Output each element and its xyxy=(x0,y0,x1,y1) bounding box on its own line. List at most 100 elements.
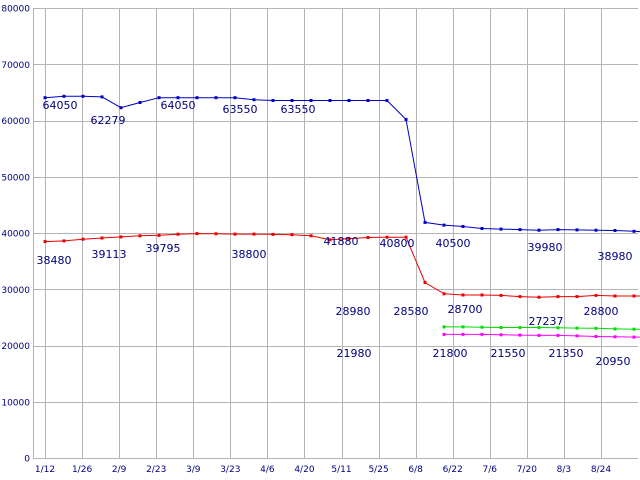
data-point-value-label: 39795 xyxy=(146,242,181,255)
data-point-value-label: 27237 xyxy=(529,315,564,328)
data-point-marker xyxy=(328,99,332,102)
data-point-marker xyxy=(138,234,142,238)
data-point-value-label: 38980 xyxy=(598,250,633,263)
x-axis-tick-label: 2/9 xyxy=(112,465,127,475)
data-series-layer xyxy=(43,94,640,339)
x-axis-tick-label: 5/25 xyxy=(368,465,388,475)
data-point-marker xyxy=(594,326,598,330)
y-axis-tick-label: 40000 xyxy=(1,230,30,240)
data-point-marker xyxy=(290,99,294,102)
x-axis-tick-label: 1/26 xyxy=(72,465,92,475)
data-point-value-label: 20950 xyxy=(596,355,631,368)
data-point-marker xyxy=(537,295,541,299)
data-point-marker xyxy=(290,233,294,237)
data-point-marker xyxy=(594,293,598,297)
data-point-marker xyxy=(157,233,161,237)
x-axis-tick-labels: 1/12 1/26 2/9 2/23 3/9 3/23 4/6 4/20 5/11 5/25 6/8… xyxy=(35,465,611,475)
data-point-marker xyxy=(518,326,522,329)
y-axis-tick-label: 70000 xyxy=(1,61,30,71)
data-point-value-label: 21550 xyxy=(491,347,526,360)
data-point-labels: 64050 62279 64050 63550 63550 41880 40800 40500… xyxy=(37,99,633,368)
data-point-marker xyxy=(613,327,617,331)
x-axis-tick-label: 7/20 xyxy=(517,465,537,475)
data-point-marker xyxy=(632,229,636,233)
data-point-marker xyxy=(613,229,617,232)
y-axis-tick-label: 80000 xyxy=(1,5,30,15)
data-point-marker xyxy=(499,326,503,329)
data-point-marker xyxy=(613,335,617,339)
data-point-marker xyxy=(100,95,104,99)
y-axis-tick-label: 20000 xyxy=(1,342,30,352)
data-point-marker xyxy=(423,281,427,284)
data-point-marker xyxy=(594,228,598,232)
data-point-marker xyxy=(233,96,237,100)
data-point-marker xyxy=(62,94,66,98)
data-point-value-label: 38480 xyxy=(37,254,72,267)
data-point-marker xyxy=(537,333,541,337)
series-blue-series xyxy=(43,94,640,233)
data-point-marker xyxy=(404,235,408,239)
data-point-marker xyxy=(575,228,579,232)
data-point-value-label: 64050 xyxy=(43,99,78,112)
data-point-value-label: 62279 xyxy=(91,114,126,127)
gridlines xyxy=(33,8,638,459)
data-point-marker xyxy=(43,240,47,244)
y-axis-tick-label: 50000 xyxy=(1,173,30,183)
x-axis-tick-label: 6/8 xyxy=(408,465,423,475)
data-point-marker xyxy=(271,232,275,236)
data-point-value-label: 63550 xyxy=(281,103,316,116)
x-axis-tick-label: 8/3 xyxy=(557,465,571,475)
x-axis-tick-label: 3/23 xyxy=(220,465,240,475)
data-point-marker xyxy=(556,326,560,330)
data-point-marker xyxy=(537,228,541,232)
data-point-marker xyxy=(309,234,313,238)
y-axis-tick-label: 0 xyxy=(24,455,30,465)
data-point-value-label: 40500 xyxy=(436,237,471,250)
data-point-marker xyxy=(537,326,541,329)
data-point-marker xyxy=(594,335,598,338)
series-line xyxy=(444,326,640,330)
data-point-marker xyxy=(575,295,579,299)
data-point-marker xyxy=(480,227,484,230)
y-axis-tick-label: 10000 xyxy=(1,398,30,408)
data-point-marker xyxy=(233,232,237,236)
series-magenta-series xyxy=(442,332,640,339)
data-point-marker xyxy=(575,334,579,338)
y-axis-tick-label: 30000 xyxy=(1,286,30,296)
data-point-marker xyxy=(442,325,446,329)
data-point-marker xyxy=(556,228,560,232)
data-point-marker xyxy=(309,99,313,102)
data-point-marker xyxy=(176,232,180,236)
data-point-value-label: 21980 xyxy=(337,347,372,360)
data-point-marker xyxy=(556,333,560,337)
data-point-marker xyxy=(613,294,617,298)
data-point-marker xyxy=(461,293,465,297)
data-point-marker xyxy=(499,333,503,337)
data-point-marker xyxy=(119,106,123,110)
x-axis-tick-label: 3/9 xyxy=(186,465,201,475)
data-point-marker xyxy=(461,325,465,329)
series-red-series xyxy=(43,232,640,299)
data-point-marker xyxy=(518,228,522,232)
x-axis-tick-label: 5/11 xyxy=(331,465,351,475)
data-point-marker xyxy=(195,232,199,236)
data-point-marker xyxy=(575,326,579,330)
data-point-marker xyxy=(518,295,522,299)
data-point-marker xyxy=(119,235,123,239)
data-point-value-label: 28700 xyxy=(448,303,483,316)
data-point-marker xyxy=(328,238,332,242)
y-axis-tick-labels: 0 10000 20000 30000 40000 50000 60000 70000 8000… xyxy=(1,5,30,465)
series-line xyxy=(444,333,640,338)
data-point-value-label: 64050 xyxy=(161,99,196,112)
data-point-value-label: 41880 xyxy=(324,235,359,248)
x-axis-tick-label: 8/24 xyxy=(591,465,611,475)
data-point-marker xyxy=(385,235,389,239)
data-point-marker xyxy=(632,327,636,331)
data-point-marker xyxy=(157,96,161,100)
data-point-marker xyxy=(632,335,636,339)
data-point-value-label: 38800 xyxy=(232,248,267,261)
series-green-series xyxy=(442,325,640,331)
data-point-marker xyxy=(271,99,275,102)
data-point-marker xyxy=(81,94,85,98)
